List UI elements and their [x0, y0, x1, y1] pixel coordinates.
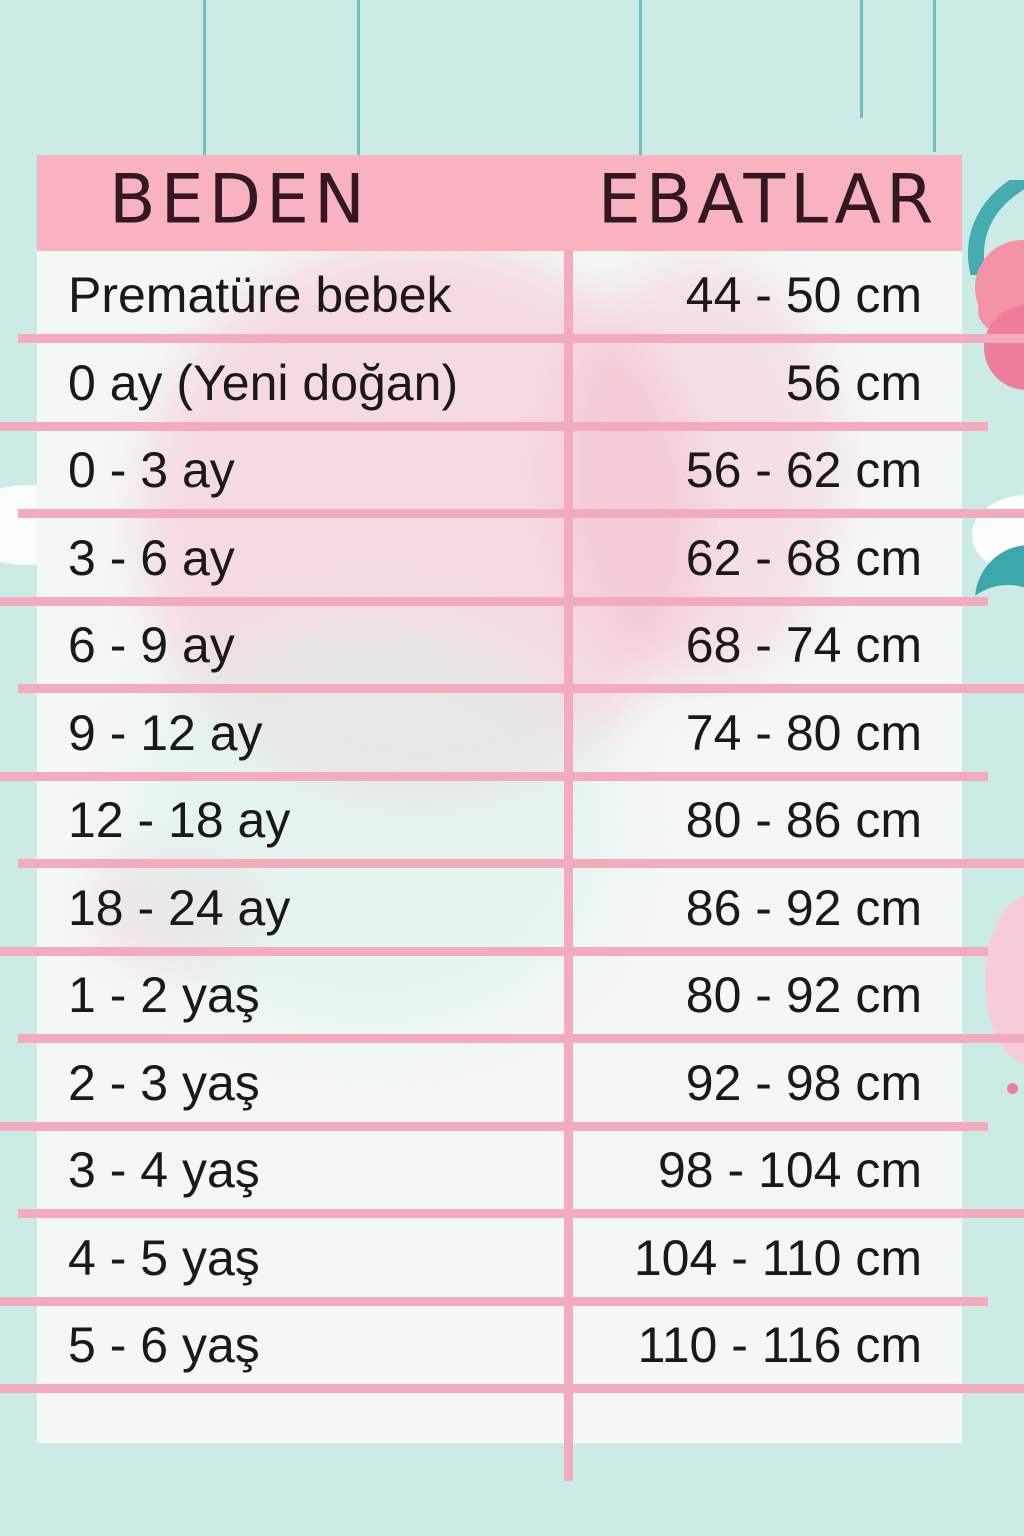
range-cell: 92 - 98 cm	[685, 1054, 922, 1111]
table-header: BEDEN EBATLAR	[37, 155, 962, 251]
hanging-string-decoration	[203, 0, 206, 155]
range-cell: 74 - 80 cm	[685, 704, 922, 761]
row-separator	[0, 1384, 1024, 1393]
row-separator	[0, 596, 988, 606]
size-cell: Prematüre bebek	[68, 267, 452, 323]
table-row: 12 - 18 ay 80 - 86 cm	[37, 776, 962, 864]
range-cell: 104 - 110 cm	[633, 1229, 922, 1286]
size-cell: 9 - 12 ay	[68, 704, 263, 761]
range-cell: 86 - 92 cm	[685, 879, 922, 936]
range-cell: 80 - 92 cm	[685, 967, 922, 1023]
pink-blob-decoration	[984, 305, 1024, 390]
range-cell: 110 - 116 cm	[637, 1317, 922, 1373]
pink-blob-decoration	[975, 240, 1024, 335]
range-cell: 80 - 86 cm	[685, 792, 922, 848]
size-cell: 4 - 5 yaş	[68, 1229, 260, 1286]
row-separator	[18, 1209, 1024, 1218]
range-cell: 62 - 68 cm	[685, 529, 922, 586]
table-row: 2 - 3 yaş 92 - 98 cm	[37, 1039, 962, 1127]
row-separator	[0, 1296, 988, 1306]
size-cell: 3 - 4 yaş	[68, 1142, 260, 1198]
range-cell: 56 - 62 cm	[685, 442, 922, 498]
pink-blob-decoration	[978, 288, 1022, 332]
table-row: 0 - 3 ay 56 - 62 cm	[37, 426, 962, 514]
size-cell: 1 - 2 yaş	[68, 967, 260, 1023]
hanging-string-decoration	[933, 0, 936, 152]
table-row: 3 - 4 yaş 98 - 104 cm	[37, 1126, 962, 1214]
row-separator	[18, 334, 1024, 343]
table-row: 6 - 9 ay 68 - 74 cm	[37, 601, 962, 689]
range-cell: 56 cm	[785, 354, 922, 411]
teal-curve-decoration	[967, 180, 1024, 275]
table-row: 3 - 6 ay 62 - 68 cm	[37, 514, 962, 602]
table-row: 5 - 6 yaş 110 - 116 cm	[37, 1301, 962, 1389]
size-cell: 5 - 6 yaş	[68, 1317, 260, 1373]
size-cell: 0 ay (Yeni doğan)	[68, 354, 459, 411]
range-cell: 98 - 104 cm	[657, 1142, 922, 1198]
size-cell: 12 - 18 ay	[68, 792, 291, 848]
table-row: 1 - 2 yaş 80 - 92 cm	[37, 951, 962, 1039]
hanging-string-decoration	[639, 0, 642, 155]
table-row: 9 - 12 ay 74 - 80 cm	[37, 689, 962, 777]
size-cell: 18 - 24 ay	[68, 879, 291, 936]
size-cell: 6 - 9 ay	[68, 617, 235, 673]
table-row: 0 ay (Yeni doğan) 56 cm	[37, 339, 962, 427]
table-row: 4 - 5 yaş 104 - 110 cm	[37, 1214, 962, 1302]
table-row: Prematüre bebek 44 - 50 cm	[37, 251, 962, 339]
table-row: 18 - 24 ay 86 - 92 cm	[37, 864, 962, 952]
table-body-right-column	[573, 251, 962, 1443]
hanging-string-decoration	[357, 0, 360, 155]
size-cell: 3 - 6 ay	[68, 529, 235, 586]
range-cell: 44 - 50 cm	[685, 267, 922, 323]
pink-dot-decoration	[1007, 1083, 1018, 1094]
size-cell: 0 - 3 ay	[68, 442, 235, 498]
column-header-ebatlar: EBATLAR	[597, 160, 939, 240]
row-separator	[0, 1121, 988, 1131]
column-header-beden: BEDEN	[109, 160, 370, 240]
row-separator	[0, 421, 988, 431]
row-separator	[18, 509, 1024, 518]
size-cell: 2 - 3 yaş	[68, 1054, 260, 1111]
cloud-decoration	[972, 495, 1024, 575]
range-cell: 68 - 74 cm	[685, 617, 922, 673]
hanging-string-decoration	[860, 0, 863, 118]
